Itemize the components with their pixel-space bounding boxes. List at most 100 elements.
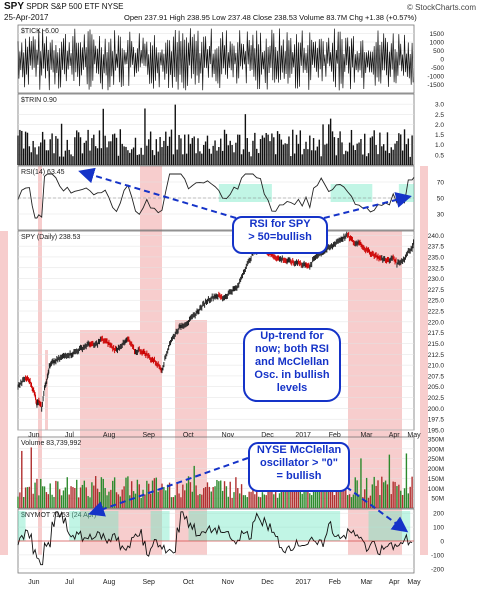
trend-note-line1: Up-trend for (260, 330, 324, 342)
tick-series (17, 28, 414, 91)
x-axis-label-spy-11: May (407, 432, 421, 439)
panel-label-rsi: RSI(14) 63.45 (21, 169, 65, 176)
x-axis-label-1: Jul (65, 579, 74, 586)
tick-label-spy-10: 215.0 (428, 341, 445, 348)
tick-label-volume-2: 250M (428, 456, 444, 463)
tick-label-volume-1: 300M (428, 446, 444, 453)
trend-annotation: Up-trend for now; both RSI and McClellan… (243, 328, 341, 402)
shade-green-nymo-2 (150, 511, 170, 541)
rsi-note-line2: > 50=bullish (248, 231, 312, 243)
tick-label-rsi-0: 70 (437, 180, 445, 187)
nymo-note-line2: oscillator > "0" (260, 457, 338, 469)
shade-red-6 (348, 231, 402, 555)
tick-label-spy-18: 195.0 (428, 428, 445, 435)
x-axis-label-0: Jun (28, 579, 39, 586)
rsi-series (17, 173, 415, 219)
x-axis-label-2: Aug (103, 579, 116, 586)
nymo-annotation: NYSE McClellan oscillator > "0" = bullis… (248, 442, 350, 492)
tick-label-spy-9: 217.5 (428, 330, 445, 337)
shade-red-2 (45, 350, 48, 430)
tick-label-trin-2: 2.0 (435, 122, 444, 129)
nymo-series (17, 510, 413, 566)
tick-label-spy-14: 205.0 (428, 384, 445, 391)
tick-label-trin-0: 3.0 (435, 102, 444, 109)
panel-label-spy: SPY (Daily) 238.53 (21, 234, 81, 241)
tick-label-spy-1: 237.5 (428, 244, 445, 251)
x-axis-label-spy-8: Feb (329, 432, 341, 439)
tick-label-spy-6: 225.0 (428, 298, 445, 305)
tick-label-tick-2: 500 (433, 48, 444, 55)
x-axis-label-10: Apr (389, 579, 401, 586)
tick-label-spy-16: 200.0 (428, 406, 445, 413)
x-axis-label-spy-6: Dec (261, 432, 274, 439)
tick-label-tick-0: 1500 (430, 31, 445, 38)
x-axis-label-spy-9: Mar (360, 432, 373, 439)
tick-label-spy-7: 222.5 (428, 309, 445, 316)
tick-label-spy-3: 232.5 (428, 265, 445, 272)
tick-label-spy-4: 230.0 (428, 276, 445, 283)
panel-label-volume: Volume 83,739,992 (21, 440, 81, 447)
tick-label-nymo-4: -200 (431, 566, 444, 573)
panel-frame-volume (17, 436, 415, 509)
arrow-nymo-left (88, 457, 249, 517)
shade-green-nymo-4 (368, 511, 411, 541)
panel-frame-trin (17, 93, 415, 166)
shade-red-1 (38, 166, 42, 555)
rsi-annotation: RSI for SPY > 50=bullish (232, 216, 328, 254)
shade-green-nymo-1 (69, 511, 119, 541)
shade-red-0 (0, 231, 8, 555)
exchange: NYSE (101, 2, 124, 11)
tick-label-nymo-2: 0 (440, 539, 444, 546)
security-name: SPDR S&P 500 ETF (26, 2, 100, 11)
credit: © StockCharts.com (406, 3, 476, 12)
tick-label-trin-4: 1.0 (435, 142, 444, 149)
tick-label-nymo-0: 200 (433, 511, 444, 518)
x-axis-label-spy-10: Apr (389, 432, 401, 439)
tick-label-trin-5: 0.5 (435, 152, 444, 159)
tick-label-tick-1: 1000 (430, 40, 445, 47)
x-axis-label-3: Sep (142, 579, 155, 586)
header-title: SPY SPDR S&P 500 ETF NYSE (4, 1, 124, 12)
shade-red-3 (80, 330, 140, 555)
shade-green-nymo-0 (18, 511, 26, 541)
x-axis-label-11: May (407, 579, 421, 586)
x-axis-label-spy-2: Aug (103, 432, 116, 439)
x-axis-label-spy-7: 2017 (295, 432, 311, 439)
tick-label-spy-17: 197.5 (428, 417, 445, 424)
panel-label-nymo: $NYMOT 71.53 (24 Apr) (21, 512, 96, 519)
shade-red-7 (420, 166, 428, 555)
x-axis-label-spy-4: Oct (183, 432, 194, 439)
tick-label-nymo-1: 100 (433, 525, 444, 532)
panel-label-trin: $TRIN 0.90 (21, 97, 57, 104)
nymo-note-line3: = bullish (276, 470, 322, 482)
tick-label-spy-2: 235.0 (428, 254, 445, 261)
tick-label-tick-3: 0 (440, 57, 444, 64)
tick-label-tick-5: -1000 (427, 74, 444, 81)
x-axis-label-5: Nov (222, 579, 235, 586)
tick-label-nymo-3: -100 (431, 552, 444, 559)
tick-label-tick-6: -1500 (427, 82, 444, 89)
x-axis-label-spy-5: Nov (222, 432, 235, 439)
tick-label-spy-11: 212.5 (428, 352, 445, 359)
trend-note-line3: and McClellan (255, 356, 329, 368)
arrow-rsi-right (323, 192, 412, 219)
header-quote: Open 237.91 High 238.95 Low 237.48 Close… (124, 13, 417, 22)
tick-label-spy-5: 227.5 (428, 287, 445, 294)
trend-note-line4: Osc. in bullish (254, 369, 330, 381)
x-axis-label-spy-3: Sep (142, 432, 155, 439)
tick-label-spy-8: 220.0 (428, 319, 445, 326)
tick-label-volume-6: 50M (431, 496, 444, 503)
header-date: 25-Apr-2017 (4, 13, 49, 22)
tick-label-rsi-1: 50 (437, 196, 445, 203)
tick-label-trin-1: 2.5 (435, 112, 444, 119)
nymo-note-line1: NYSE McClellan (256, 444, 342, 456)
tick-label-spy-13: 207.5 (428, 373, 445, 380)
tick-label-volume-3: 200M (428, 466, 444, 473)
x-axis-label-7: 2017 (295, 579, 311, 586)
x-axis-label-spy-1: Jul (65, 432, 74, 439)
x-axis-label-6: Dec (261, 579, 274, 586)
tick-label-volume-5: 100M (428, 486, 444, 493)
tick-label-volume-0: 350M (428, 436, 444, 443)
tick-label-spy-12: 210.0 (428, 363, 445, 370)
